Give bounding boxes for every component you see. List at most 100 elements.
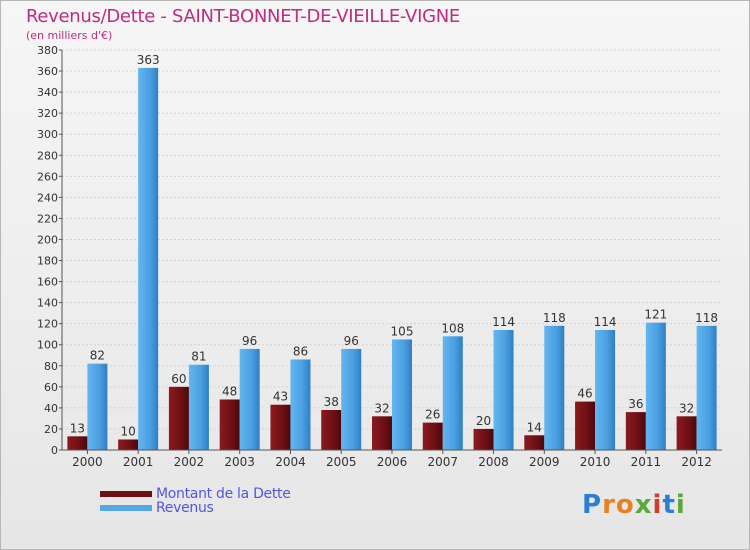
data-label-revenus: 118 [543,311,566,325]
y-tick-label: 140 [37,297,58,310]
data-label-dette: 10 [121,424,136,438]
logo-letter: t [662,490,676,520]
x-tick-label: 2008 [478,455,509,469]
data-label-revenus: 105 [391,324,414,338]
bar-dette [372,416,392,450]
logo-letter: x [634,490,653,520]
x-tick-label: 2003 [224,455,255,469]
bar-dette [270,404,291,450]
x-tick-label: 2007 [427,455,458,469]
data-label-dette: 13 [70,421,85,435]
bar-revenus [645,322,666,450]
y-tick-label: 180 [37,255,58,268]
logo-letter: i [675,490,686,520]
data-label-revenus: 108 [441,321,464,335]
x-tick-label: 2012 [681,455,712,469]
y-tick-label: 220 [37,212,58,225]
x-tick-label: 2009 [529,455,560,469]
data-label-dette: 43 [273,390,288,404]
bar-revenus [595,330,616,450]
y-tick-label: 160 [37,276,58,289]
bar-dette [524,435,545,450]
bar-revenus [138,67,159,450]
legend-label-revenus: Revenus [156,500,214,516]
y-tick-label: 240 [37,191,58,204]
logo-letter: o [615,490,635,520]
x-tick-label: 2002 [174,455,205,469]
y-tick-label: 280 [37,149,58,162]
bars [67,67,717,450]
data-label-revenus: 96 [344,334,359,348]
y-tick-label: 40 [44,402,58,415]
axes: 0204060801001201401601802002202402602803… [37,44,722,469]
data-label-dette: 32 [374,401,389,415]
data-label-revenus: 121 [644,308,667,322]
x-tick-label: 2001 [123,455,154,469]
data-labels: 13 82 10 363 60 81 48 96 43 86 38 96 32 105 26 108 20 114… [70,53,718,439]
bar-revenus [696,325,717,450]
legend-label-dette: Montant de la Dette [156,486,291,502]
x-tick-label: 2000 [72,455,103,469]
proxiti-logo: Proxiti [582,490,686,520]
y-tick-label: 60 [44,381,58,394]
bar-revenus [442,336,463,450]
y-tick-label: 340 [37,86,58,99]
data-label-dette: 38 [324,395,339,409]
bar-dette [625,412,646,450]
x-tick-label: 2006 [377,455,408,469]
x-tick-label: 2011 [631,455,662,469]
bar-dette [575,401,596,450]
chart-subtitle: (en milliers d'€) [26,29,113,42]
data-label-revenus: 114 [492,315,515,329]
bar-dette [219,399,240,450]
bar-revenus [239,348,260,450]
data-label-revenus: 86 [293,344,308,358]
legend-swatch-dette [100,491,152,497]
bar-dette [168,386,189,450]
bar-revenus [188,364,209,450]
bar-revenus [493,330,514,450]
chart-title: Revenus/Dette - SAINT-BONNET-DE-VIEILLE-… [26,6,460,27]
legend-item-revenus: Revenus [100,500,214,516]
legend-item-dette: Montant de la Dette [100,486,291,502]
bar-dette [473,428,494,450]
data-label-revenus: 81 [191,350,206,364]
bar-dette [67,436,88,450]
bar-revenus [392,339,412,450]
bar-dette [676,416,697,450]
data-label-revenus: 363 [137,53,160,67]
x-tick-label: 2004 [275,455,306,469]
y-tick-label: 20 [44,423,58,436]
data-label-dette: 26 [425,408,440,422]
y-tick-label: 380 [37,44,58,57]
y-tick-label: 200 [37,233,58,246]
bar-revenus [87,363,108,450]
y-tick-label: 120 [37,318,58,331]
data-label-dette: 14 [527,420,542,434]
data-label-dette: 20 [476,414,491,428]
data-label-revenus: 114 [594,315,617,329]
x-tick-label: 2005 [326,455,357,469]
bar-revenus [341,348,362,450]
logo-letter: P [582,490,603,520]
bar-revenus [290,359,311,450]
y-tick-label: 360 [37,65,58,78]
y-tick-label: 80 [44,360,58,373]
y-tick-label: 100 [37,339,58,352]
logo-letter: i [652,490,663,520]
x-tick-label: 2010 [580,455,611,469]
data-label-dette: 60 [171,372,186,386]
data-label-dette: 46 [577,387,592,401]
data-label-revenus: 82 [90,349,105,363]
data-label-dette: 48 [222,384,237,398]
bar-revenus [544,325,565,450]
data-label-dette: 36 [628,397,643,411]
data-label-dette: 32 [679,401,694,415]
data-label-revenus: 96 [242,334,257,348]
legend-swatch-revenus [100,505,152,511]
y-tick-label: 0 [51,444,58,457]
bar-dette [321,410,342,450]
logo-letter: r [602,490,616,520]
bar-dette [422,422,443,450]
y-tick-label: 320 [37,107,58,120]
